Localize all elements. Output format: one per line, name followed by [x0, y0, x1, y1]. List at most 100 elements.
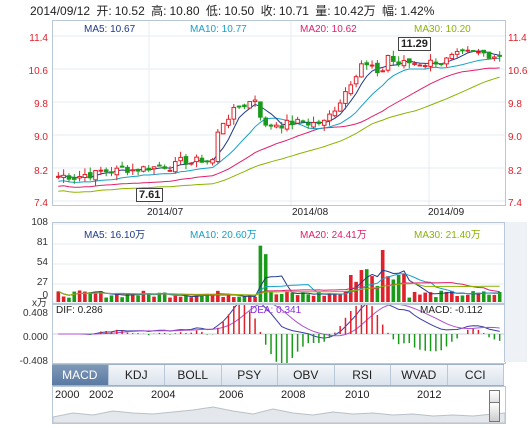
- volume-bar: [125, 293, 130, 302]
- high-value: 10.80: [169, 4, 200, 18]
- volume-bar: [333, 294, 337, 302]
- volume-bar: [130, 294, 135, 302]
- vol-ma30-label: MA30: 21.40万: [414, 230, 481, 241]
- volume-bar: [476, 292, 481, 302]
- tab-obv[interactable]: OBV: [278, 365, 335, 385]
- candle-body: [486, 51, 492, 59]
- volume-bar: [301, 292, 305, 302]
- volume-bar: [258, 245, 263, 302]
- price-left-tick-0: 11.4: [29, 33, 48, 44]
- candle-body: [465, 49, 471, 52]
- tab-macd[interactable]: MACD: [52, 365, 109, 385]
- volume-bar: [327, 293, 332, 302]
- candle-body: [359, 63, 364, 78]
- tab-kdj[interactable]: KDJ: [109, 365, 165, 385]
- tab-boll[interactable]: BOLL: [165, 365, 222, 385]
- volume-bar: [386, 276, 390, 302]
- candle-body: [130, 169, 136, 172]
- candle-body: [311, 121, 316, 128]
- candle-body: [433, 61, 439, 65]
- volume-bar: [237, 296, 241, 302]
- candle-body: [497, 54, 502, 57]
- candle-body: [194, 156, 199, 163]
- close-value: 10.71: [278, 4, 309, 18]
- candle-body: [353, 76, 359, 85]
- candle-body: [93, 169, 98, 181]
- volume-bar: [274, 294, 279, 302]
- volume-bar: [439, 290, 443, 302]
- volume-bar: [492, 294, 497, 302]
- candle-body: [343, 91, 348, 104]
- price-ma5-label: MA5: 10.67: [84, 24, 136, 35]
- low-label: 低:: [205, 4, 222, 18]
- timeline-right-handle[interactable]: [489, 402, 500, 422]
- price-ma30-line: [58, 76, 500, 193]
- candle-body: [252, 99, 258, 103]
- macd-tick-0: 0.408: [22, 308, 48, 319]
- candle-body: [492, 56, 497, 59]
- volume-bar: [317, 292, 321, 302]
- candle-body: [391, 55, 396, 62]
- price-left-tick-2: 9.8: [34, 99, 48, 110]
- volume-bar: [88, 292, 93, 302]
- indicator-tabs: MACD KDJ BOLL PSY OBV RSI WVAD CCI: [52, 364, 504, 386]
- volume-bar: [61, 296, 66, 302]
- volume-bar: [423, 292, 428, 302]
- candle-body: [114, 167, 120, 176]
- year-2004: 2004: [151, 389, 176, 401]
- volume-bar: [184, 295, 188, 302]
- candle-body: [236, 105, 242, 108]
- volume-bar: [450, 290, 454, 302]
- price-left-tick-4: 8.2: [34, 166, 48, 177]
- change-value: 1.42%: [400, 4, 435, 18]
- volume-ma-line: [58, 282, 500, 296]
- volume-bar: [83, 291, 87, 302]
- volume-bar: [67, 297, 71, 302]
- candle-body: [316, 121, 322, 125]
- tab-cci[interactable]: CCI: [448, 365, 504, 385]
- vol-left-tick-0: 108: [31, 217, 48, 228]
- high-label: 高:: [151, 4, 167, 18]
- price-chart-panel[interactable]: [52, 20, 506, 206]
- price-right-tick-0: 11.4: [508, 33, 527, 44]
- candle-body: [258, 101, 263, 118]
- macd-dif-line: [58, 298, 500, 339]
- timeline-navigator[interactable]: 2000 2002 2004 2006 2008 2010 2012: [52, 386, 506, 424]
- candle-body: [109, 171, 114, 174]
- volume-bar: [115, 293, 119, 302]
- candle-body: [167, 169, 173, 172]
- price-ma20-label: MA20: 10.62: [300, 24, 357, 35]
- volume-bar: [162, 292, 167, 302]
- macd-value-label: MACD: -0.112: [420, 305, 483, 316]
- volume-bar: [136, 295, 140, 302]
- volume-bar: [322, 295, 326, 302]
- candle-body: [396, 61, 401, 65]
- volume-bar: [407, 297, 412, 302]
- price-left-tick-1: 10.6: [28, 66, 48, 77]
- volume-bar: [402, 273, 406, 302]
- candle-body: [279, 125, 284, 129]
- tab-rsi[interactable]: RSI: [335, 365, 391, 385]
- candle-body: [220, 122, 226, 135]
- candle-body: [119, 165, 125, 168]
- vertical-scrollbar[interactable]: [504, 222, 527, 362]
- candle-body: [204, 160, 210, 163]
- volume-bar: [471, 291, 475, 302]
- volume-bar: [152, 296, 156, 302]
- volume-bar: [279, 293, 284, 302]
- candle-body: [82, 174, 88, 178]
- volume-bar: [418, 294, 422, 302]
- candle-body: [289, 120, 295, 125]
- price-ma30-label: MA30: 10.20: [414, 24, 471, 35]
- candle-body: [428, 59, 433, 67]
- volume-bar: [109, 295, 114, 302]
- candle-body: [438, 63, 444, 66]
- candle-body: [327, 113, 332, 122]
- volume-chart-panel[interactable]: [52, 222, 506, 304]
- volume-bar: [247, 295, 252, 302]
- candle-body: [263, 117, 269, 126]
- tab-wvad[interactable]: WVAD: [391, 365, 448, 385]
- candle-body: [87, 172, 93, 179]
- tab-psy[interactable]: PSY: [222, 365, 278, 385]
- macd-chart-panel[interactable]: [52, 298, 506, 368]
